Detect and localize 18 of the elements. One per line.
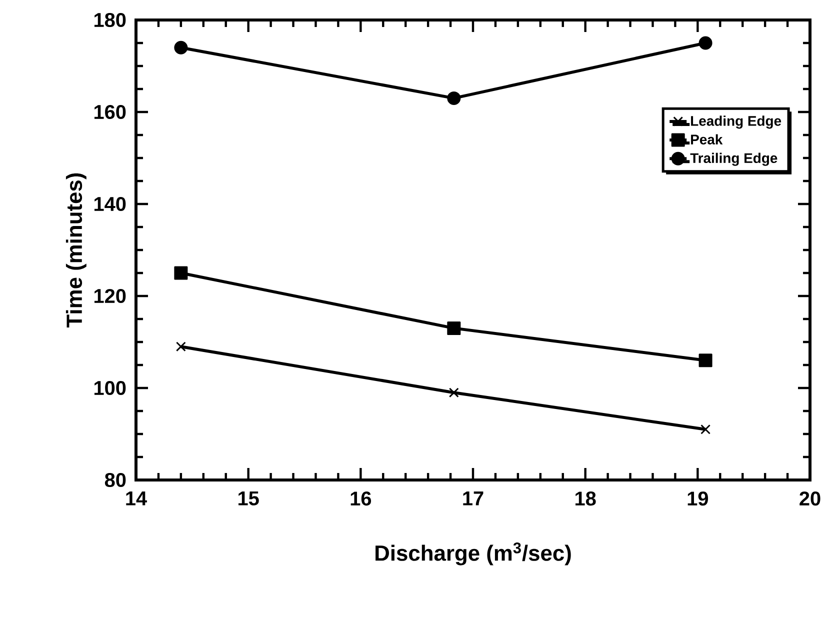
x-tick-label: 15 bbox=[238, 492, 259, 506]
y-tick-label: 140 bbox=[94, 196, 126, 212]
y-tick-label: 160 bbox=[94, 104, 126, 120]
y-tick-label: 80 bbox=[104, 472, 126, 488]
x-axis-title: Discharge (m$^{3}$/sec) bbox=[376, 542, 571, 566]
x-tick-label: 17 bbox=[463, 492, 484, 506]
x-tick-label: 18 bbox=[576, 492, 596, 506]
y-tick-label: 120 bbox=[94, 288, 126, 304]
y-tick-label: 100 bbox=[94, 380, 126, 396]
x-tick-label: 19 bbox=[688, 492, 708, 506]
y-tick-label: 180 bbox=[94, 12, 126, 28]
legend-label: Trailing Edge bbox=[690, 152, 778, 166]
x-tick-label: 20 bbox=[800, 492, 820, 506]
legend-label: Peak bbox=[691, 134, 723, 144]
legend-label: Leading Edge bbox=[691, 116, 782, 129]
y-axis-title: Time (minutes) bbox=[66, 173, 86, 328]
x-tick-label: 14 bbox=[126, 492, 147, 506]
x-tick-label: 16 bbox=[350, 492, 372, 506]
